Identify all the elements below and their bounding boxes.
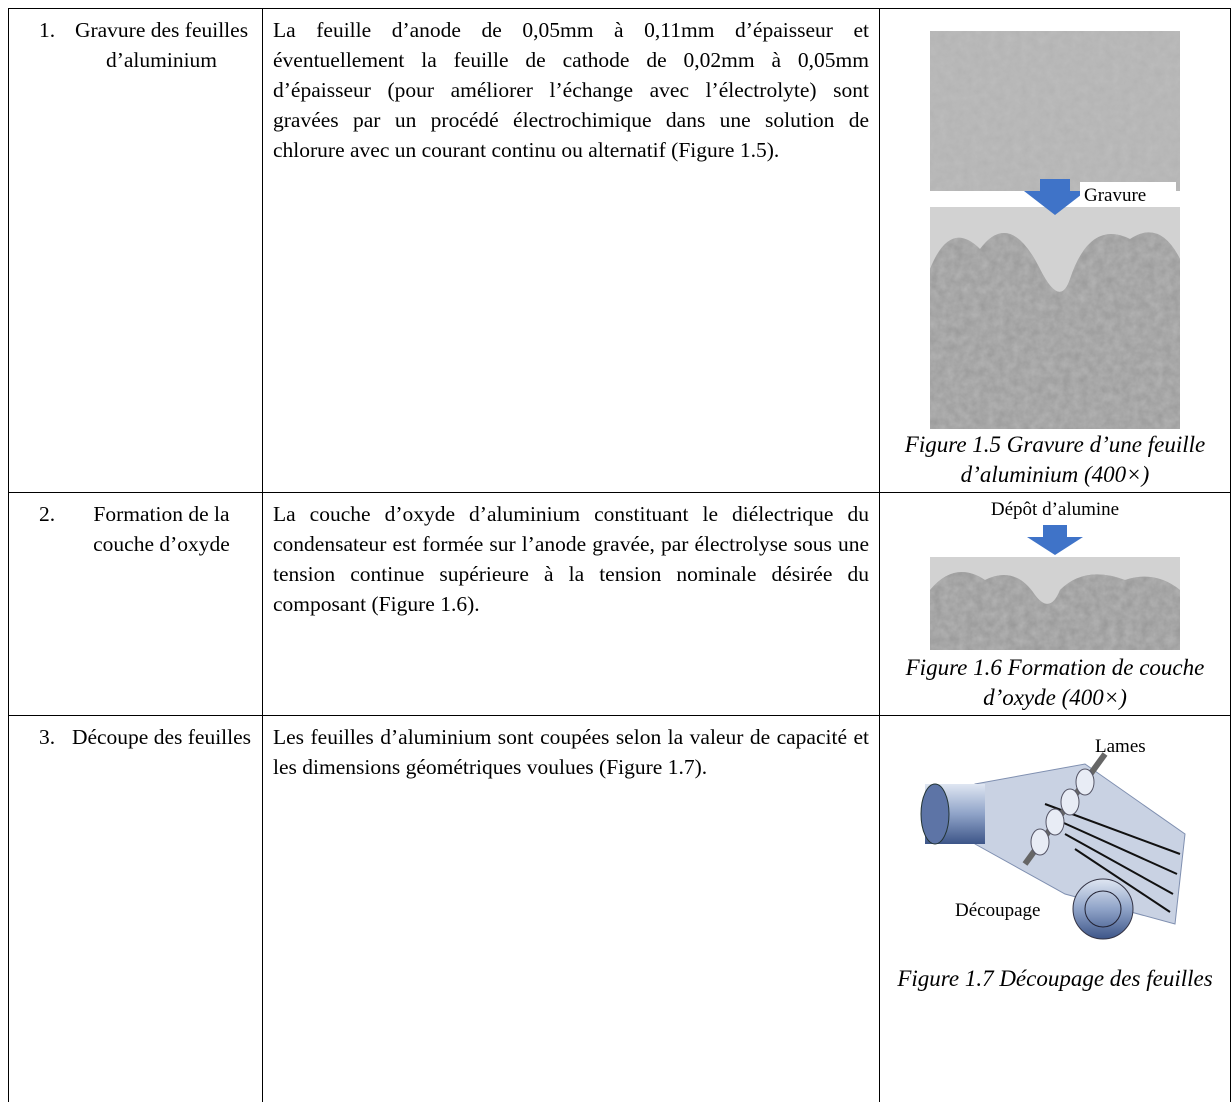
figure-cell: Gravure Figure 1.5 Gravure d’une feuille… xyxy=(879,8,1231,493)
description: La feuille d’anode de 0,05mm à 0,11mm d’… xyxy=(273,18,869,162)
figure-image: Gravure xyxy=(930,19,1180,429)
label-box xyxy=(1080,182,1176,206)
process-table: 1. Gravure des feuilles d’aluminium La fe… xyxy=(8,8,1231,1102)
step-cell: 2. Formation de la couche d’oxyde xyxy=(8,492,263,716)
sem-texture xyxy=(930,19,1180,191)
step-label: Découpe des feuilles xyxy=(71,725,252,749)
step-number: 1. xyxy=(39,18,56,42)
step-cell: 1. Gravure des feuilles d’aluminium xyxy=(8,8,263,493)
description: La couche d’oxyde d’aluminium constituan… xyxy=(273,502,869,616)
figure-caption: Figure 1.5 Gravure d’une feuille d’alumi… xyxy=(904,432,1206,487)
step-number: 2. xyxy=(39,502,56,526)
step-number: 3. xyxy=(39,725,56,749)
blades xyxy=(1030,768,1095,856)
figure-label: Lames xyxy=(1095,736,1146,757)
figure-caption: Figure 1.7 Découpage des feuilles xyxy=(897,966,1213,991)
figure-cell: Lames Découpage Figure 1.7 Découpage des… xyxy=(879,715,1231,1102)
figure-image: Lames Découpage xyxy=(920,736,1186,940)
roll-end xyxy=(920,783,950,845)
roll-small xyxy=(1072,878,1134,940)
description-cell: La couche d’oxyde d’aluminium constituan… xyxy=(262,492,880,716)
roll-ring xyxy=(1084,890,1122,928)
cut-lines xyxy=(1044,803,1181,913)
figure-caption: Figure 1.6 Formation de couche d’oxyde (… xyxy=(905,655,1205,710)
figure-label: Gravure xyxy=(1084,185,1146,206)
step-label: Gravure des feuilles d’aluminium xyxy=(74,18,249,72)
row: 1. Gravure des feuilles d’aluminium La fe… xyxy=(8,8,1231,493)
edge xyxy=(930,19,1180,31)
row: 2. Formation de la couche d’oxyde La couc… xyxy=(8,492,1231,716)
step-label: Formation de la couche d’oxyde xyxy=(93,502,230,556)
step-cell: 3. Découpe des feuilles xyxy=(8,715,263,1102)
row: 3. Découpe des feuilles Les feuilles d’al… xyxy=(8,715,1231,1102)
etched-texture xyxy=(930,572,1180,650)
figure-label: Découpage xyxy=(955,900,1040,921)
description-cell: La feuille d’anode de 0,05mm à 0,11mm d’… xyxy=(262,8,880,493)
arrow xyxy=(1024,179,1086,215)
figure-image: Dépôt d’alumine xyxy=(930,499,1180,650)
figure-label: Dépôt d’alumine xyxy=(991,499,1119,520)
description-cell: Les feuilles d’aluminium sont coupées se… xyxy=(262,715,880,1102)
etched-texture xyxy=(930,232,1180,429)
description: Les feuilles d’aluminium sont coupées se… xyxy=(273,725,869,779)
figure-cell: Dépôt d’alumine Figure 1.6 Formation de … xyxy=(879,492,1231,716)
arrow xyxy=(1027,525,1083,555)
